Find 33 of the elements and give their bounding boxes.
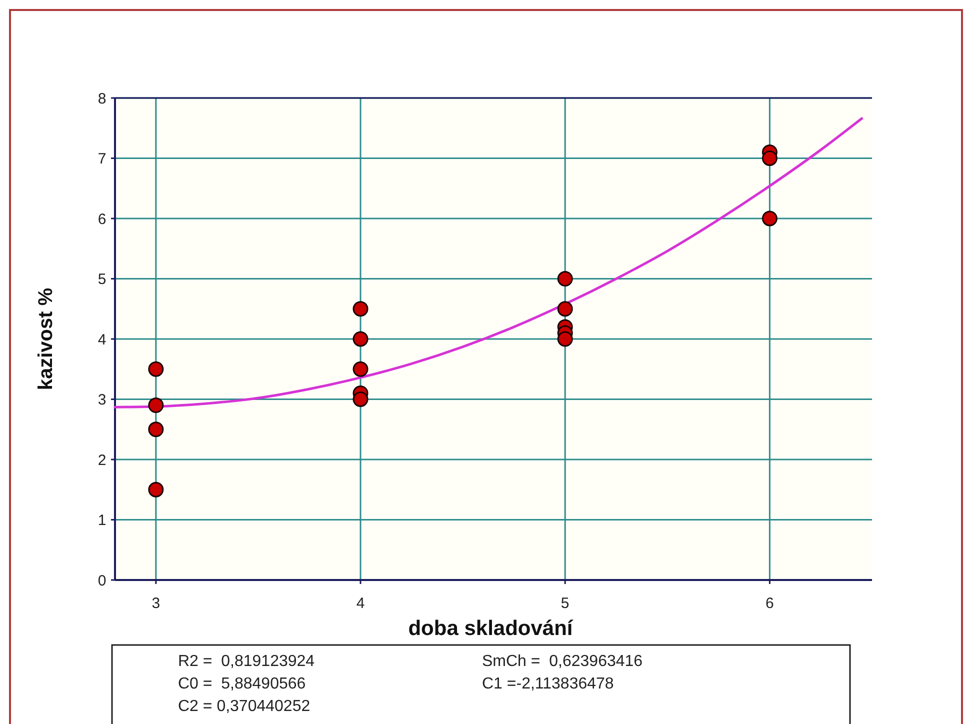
point	[148, 398, 164, 414]
y-axis-title: kazivost %	[35, 288, 57, 390]
point	[148, 482, 164, 498]
y-tick-label: 4	[98, 331, 106, 348]
y-tick-label: 8	[98, 90, 106, 108]
text: C2 = 0,370440252	[178, 698, 310, 715]
x-tick-label: 5	[560, 595, 570, 612]
point	[352, 331, 368, 347]
y-tick-label: 0	[98, 572, 106, 590]
text: SmCh = 0,623963416	[482, 653, 643, 670]
point	[148, 422, 164, 438]
x-tick-label: 3	[152, 595, 160, 612]
x-axis-title: doba skladování	[408, 617, 574, 640]
x-tick-label: 4	[356, 595, 365, 612]
y-tick-label: 3	[98, 392, 106, 408]
text: R2 = 0,819123924	[178, 653, 315, 670]
y-tick-label: 7	[98, 150, 106, 168]
point	[557, 301, 573, 317]
y-tick-label: 2	[98, 452, 106, 469]
point	[148, 361, 164, 377]
text: C1 =-2,113836478	[482, 676, 614, 692]
point	[557, 271, 573, 286]
y-tick-label: 6	[98, 210, 106, 228]
point	[352, 392, 368, 407]
y-tick-label: 5	[98, 271, 106, 288]
x-tick-label: 6	[766, 595, 774, 612]
y-tick-label: 1	[98, 512, 106, 529]
point	[352, 361, 368, 377]
point	[762, 210, 778, 226]
point	[557, 331, 573, 347]
point	[352, 301, 368, 317]
point	[762, 150, 778, 166]
text: C0 = 5,88490566	[178, 676, 306, 692]
